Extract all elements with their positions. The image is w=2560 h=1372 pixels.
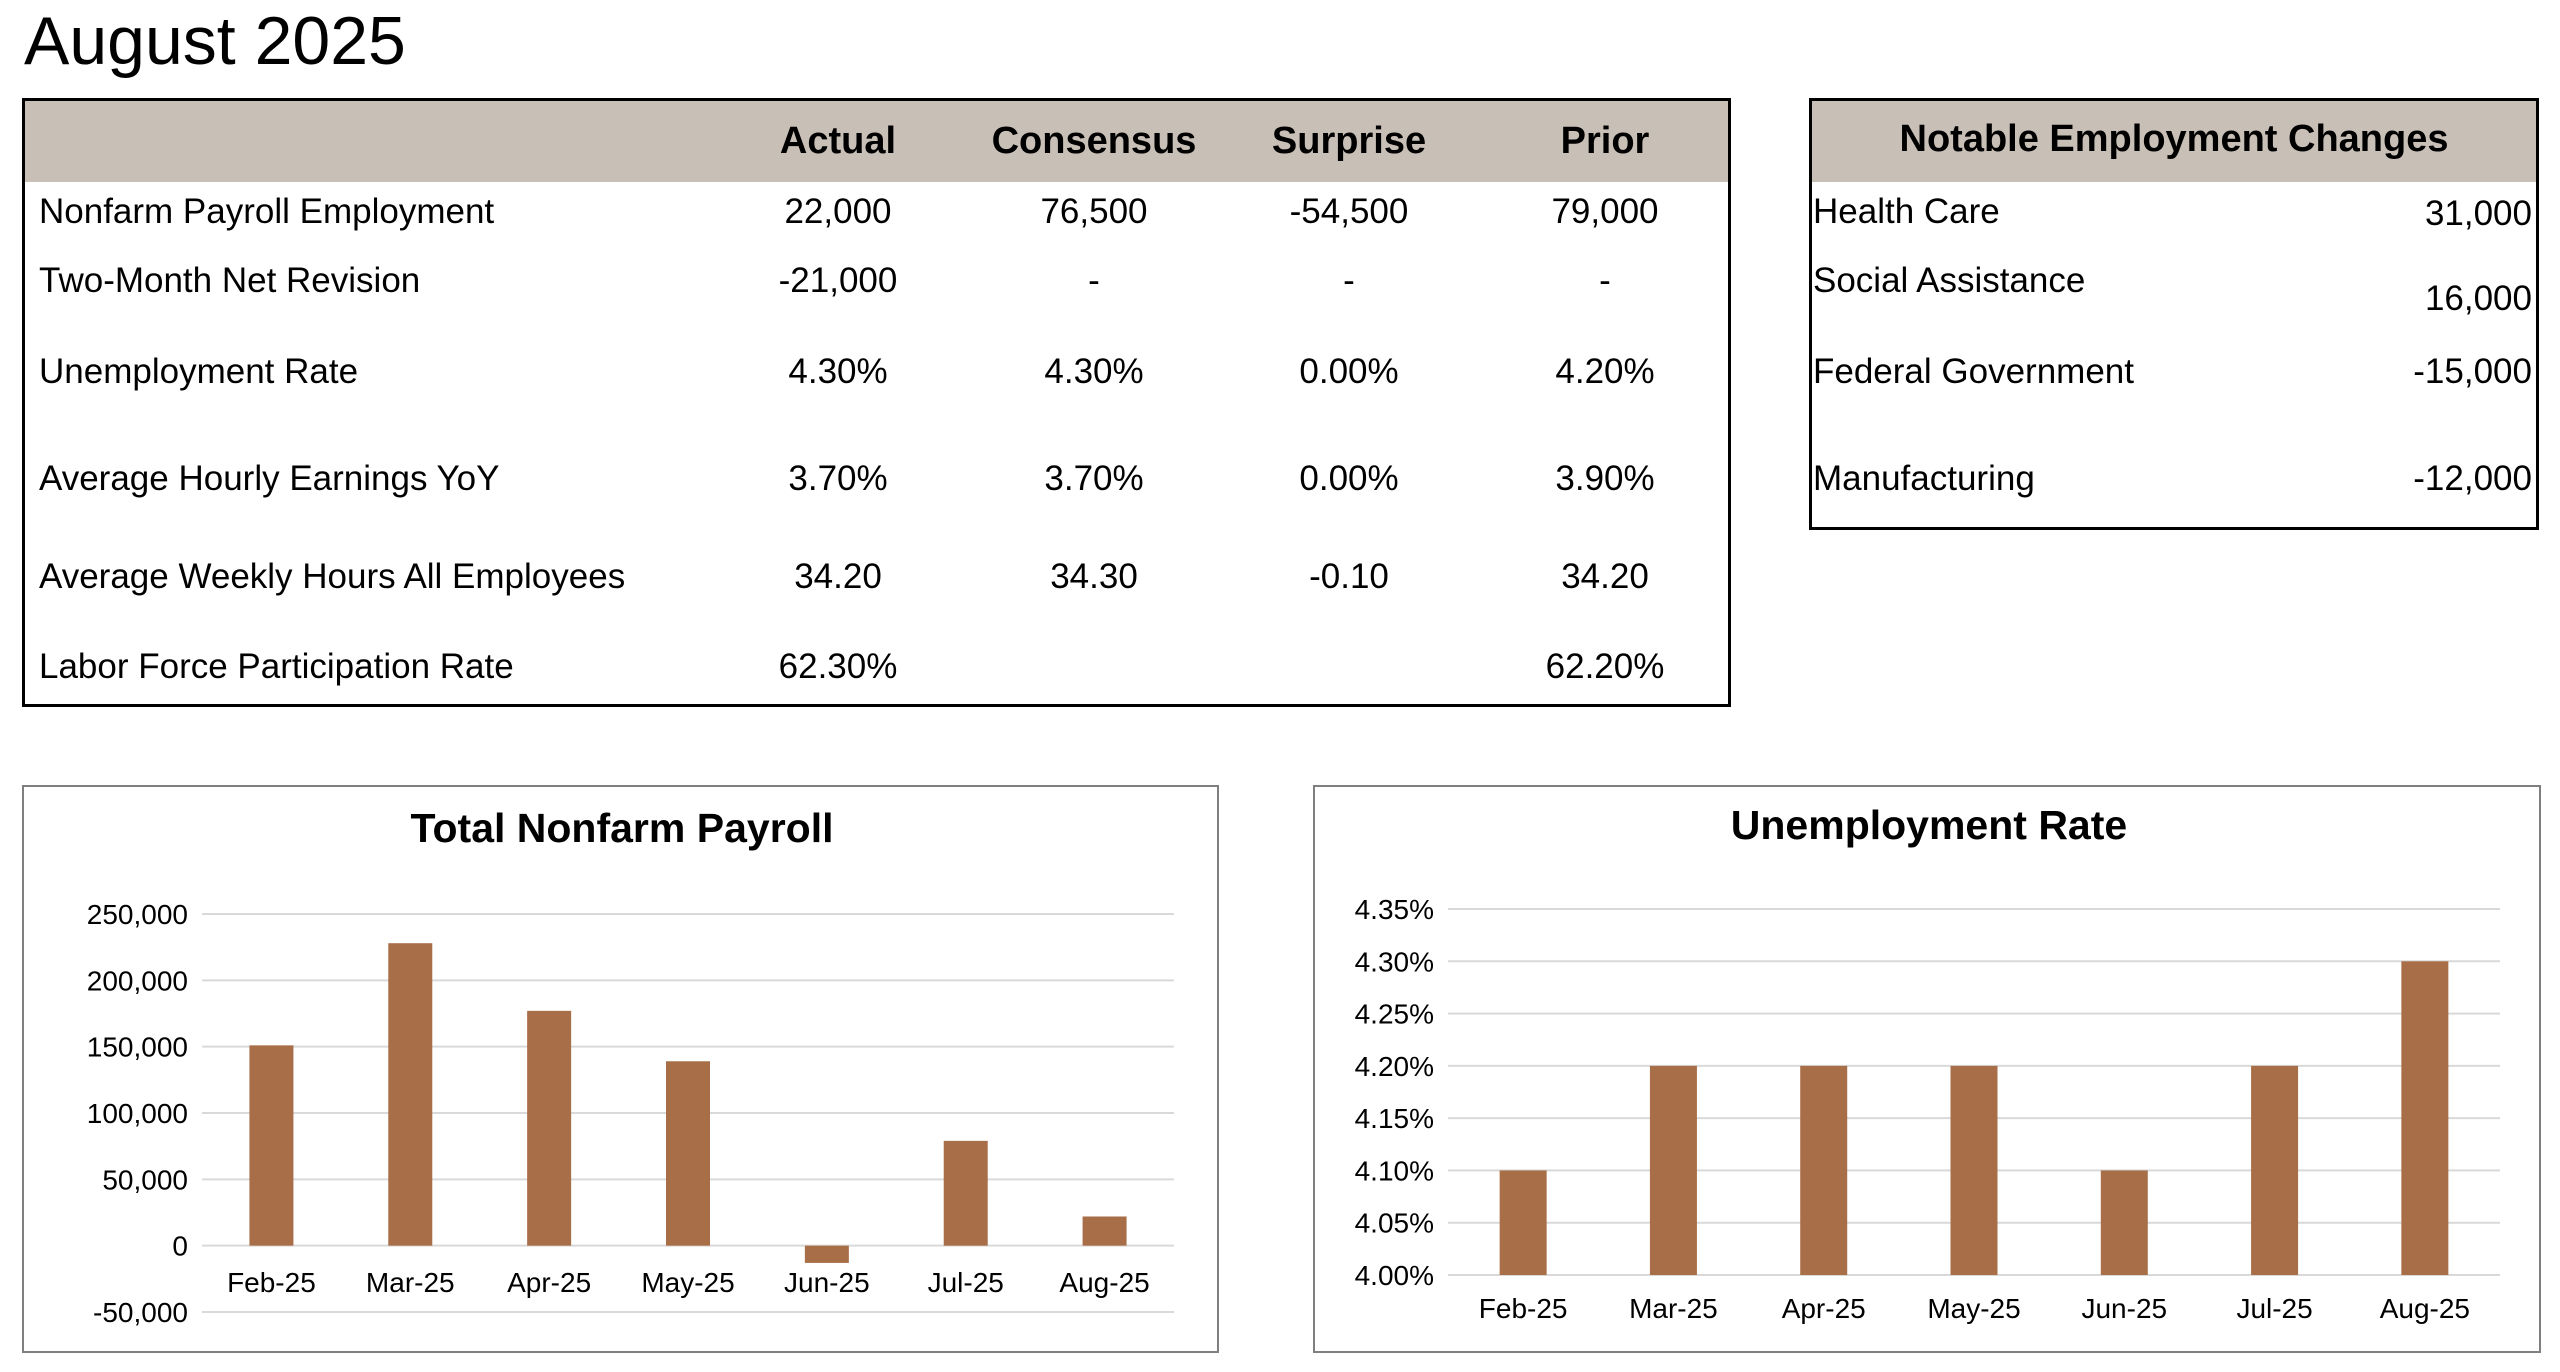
payroll-bar-may-25	[666, 1061, 710, 1246]
summary-table-header: Actual Consensus Surprise Prior	[25, 101, 1728, 182]
unemployment-bar-jun-25	[2100, 1170, 2148, 1275]
summary-table: Actual Consensus Surprise Prior Nonfarm …	[22, 98, 1731, 707]
payroll-bar-jun-25	[804, 1245, 849, 1263]
notable-changes-table: Notable Employment Changes Health Care 3…	[1809, 98, 2539, 530]
payroll-y-tick-label: 250,000	[87, 899, 188, 930]
payroll-chart-title: Total Nonfarm Payroll	[411, 805, 834, 851]
cell-revision-consensus: -	[1088, 261, 1100, 300]
unemployment-bar-feb-25	[1499, 1170, 1547, 1275]
unemployment-y-tick-label: 4.30%	[1355, 946, 1434, 977]
payroll-bar-mar-25	[388, 943, 433, 1246]
cell-nonfarm-surprise: -54,500	[1289, 192, 1409, 231]
cell-nonfarm-prior: 79,000	[1551, 192, 1659, 231]
unemployment-bar-apr-25	[1800, 1065, 1848, 1275]
cell-revision-actual: -21,000	[778, 261, 898, 300]
cell-earnings-surprise: 0.00%	[1299, 459, 1399, 498]
unemployment-chart-title: Unemployment Rate	[1731, 802, 2127, 848]
cell-revision-prior: -	[1599, 261, 1611, 300]
payroll-x-tick-label: Aug-25	[1059, 1267, 1149, 1298]
notable-value-federal-government: -15,000	[2413, 352, 2532, 391]
payroll-y-tick-label: 50,000	[102, 1164, 188, 1195]
payroll-bar-apr-25	[527, 1010, 572, 1246]
payroll-bar-feb-25	[249, 1045, 294, 1246]
notable-label-federal-government: Federal Government	[1813, 352, 2134, 391]
notable-value-health-care: 31,000	[2424, 194, 2532, 233]
cell-unemployment-actual: 4.30%	[788, 352, 888, 391]
cell-nonfarm-consensus: 76,500	[1040, 192, 1148, 231]
col-header-surprise: Surprise	[1271, 120, 1427, 162]
payroll-x-tick-label: Jul-25	[928, 1267, 1004, 1298]
unemployment-x-tick-label: Apr-25	[1782, 1293, 1866, 1324]
payroll-y-tick-label: 150,000	[87, 1032, 188, 1063]
cell-unemployment-consensus: 4.30%	[1044, 352, 1144, 391]
cell-earnings-consensus: 3.70%	[1044, 459, 1144, 498]
notable-changes-header: Notable Employment Changes	[1812, 101, 2536, 182]
payroll-y-tick-label: 100,000	[87, 1098, 188, 1129]
unemployment-x-tick-label: Feb-25	[1479, 1293, 1568, 1324]
unemployment-bar-may-25	[1950, 1065, 1998, 1275]
cell-hours-surprise: -0.10	[1309, 557, 1389, 596]
row-label-participation-rate: Labor Force Participation Rate	[39, 647, 514, 686]
payroll-y-tick-label: 0	[172, 1231, 188, 1262]
unemployment-chart: Unemployment Rate 4.00% 4.05% 4.10% 4.15% 4.…	[1313, 785, 2541, 1353]
payroll-y-tick-label: -50,000	[93, 1297, 188, 1328]
unemployment-x-tick-label: Aug-25	[2380, 1293, 2470, 1324]
unemployment-x-tick-label: Mar-25	[1629, 1293, 1718, 1324]
unemployment-x-tick-label: Jul-25	[2236, 1293, 2312, 1324]
unemployment-y-tick-label: 4.10%	[1355, 1155, 1434, 1186]
row-label-unemployment-rate: Unemployment Rate	[39, 352, 359, 391]
unemployment-bar-jul-25	[2251, 1065, 2299, 1275]
unemployment-x-tick-label: May-25	[1927, 1293, 2020, 1324]
cell-earnings-prior: 3.90%	[1555, 459, 1655, 498]
unemployment-y-tick-label: 4.20%	[1355, 1051, 1434, 1082]
unemployment-y-tick-label: 4.35%	[1355, 894, 1434, 925]
row-label-weekly-hours: Average Weekly Hours All Employees	[39, 557, 626, 596]
cell-unemployment-prior: 4.20%	[1555, 352, 1655, 391]
notable-value-manufacturing: -12,000	[2413, 459, 2532, 498]
unemployment-bar-aug-25	[2401, 961, 2449, 1275]
col-header-prior: Prior	[1560, 120, 1650, 162]
payroll-x-tick-label: Mar-25	[366, 1267, 455, 1298]
row-label-net-revision: Two-Month Net Revision	[39, 261, 421, 300]
cell-hours-prior: 34.20	[1561, 557, 1649, 596]
cell-earnings-actual: 3.70%	[788, 459, 888, 498]
cell-nonfarm-actual: 22,000	[784, 192, 892, 231]
cell-revision-surprise: -	[1343, 261, 1355, 300]
payroll-x-tick-label: Feb-25	[227, 1267, 316, 1298]
payroll-x-tick-label: Apr-25	[507, 1267, 591, 1298]
notable-value-social-assistance: 16,000	[2424, 279, 2532, 318]
cell-participation-actual: 62.30%	[778, 647, 898, 686]
payroll-bar-aug-25	[1082, 1216, 1127, 1246]
payroll-y-tick-label: 200,000	[87, 965, 188, 996]
payroll-bar-jul-25	[943, 1140, 988, 1246]
unemployment-chart-svg: Unemployment Rate 4.00% 4.05% 4.10% 4.15% 4.…	[1355, 802, 2500, 1324]
col-header-consensus: Consensus	[991, 120, 1197, 162]
cell-participation-prior: 62.20%	[1545, 647, 1665, 686]
row-label-hourly-earnings: Average Hourly Earnings YoY	[39, 459, 500, 498]
unemployment-y-tick-label: 4.15%	[1355, 1103, 1434, 1134]
cell-unemployment-surprise: 0.00%	[1299, 352, 1399, 391]
row-label-nonfarm-payroll: Nonfarm Payroll Employment	[39, 192, 495, 231]
payroll-chart-svg: Total Nonfarm Payroll -50,000 0 50,000 100,…	[87, 805, 1174, 1328]
unemployment-y-tick-label: 4.25%	[1355, 999, 1434, 1030]
cell-hours-consensus: 34.30	[1050, 557, 1138, 596]
notable-label-manufacturing: Manufacturing	[1813, 459, 2035, 498]
unemployment-bar-mar-25	[1649, 1065, 1697, 1275]
unemployment-x-tick-label: Jun-25	[2081, 1293, 2167, 1324]
payroll-x-tick-label: May-25	[641, 1267, 734, 1298]
notable-label-social-assistance: Social Assistance	[1813, 261, 2086, 300]
unemployment-y-tick-label: 4.05%	[1355, 1208, 1434, 1239]
page-title: August 2025	[24, 3, 406, 79]
col-header-actual: Actual	[779, 120, 897, 162]
notable-label-health-care: Health Care	[1813, 192, 2000, 231]
notable-changes-title: Notable Employment Changes	[1899, 118, 2449, 160]
cell-hours-actual: 34.20	[794, 557, 882, 596]
unemployment-y-tick-label: 4.00%	[1355, 1260, 1434, 1291]
payroll-x-tick-label: Jun-25	[784, 1267, 870, 1298]
payroll-chart: Total Nonfarm Payroll -50,000 0 50,000 100,…	[22, 785, 1219, 1353]
